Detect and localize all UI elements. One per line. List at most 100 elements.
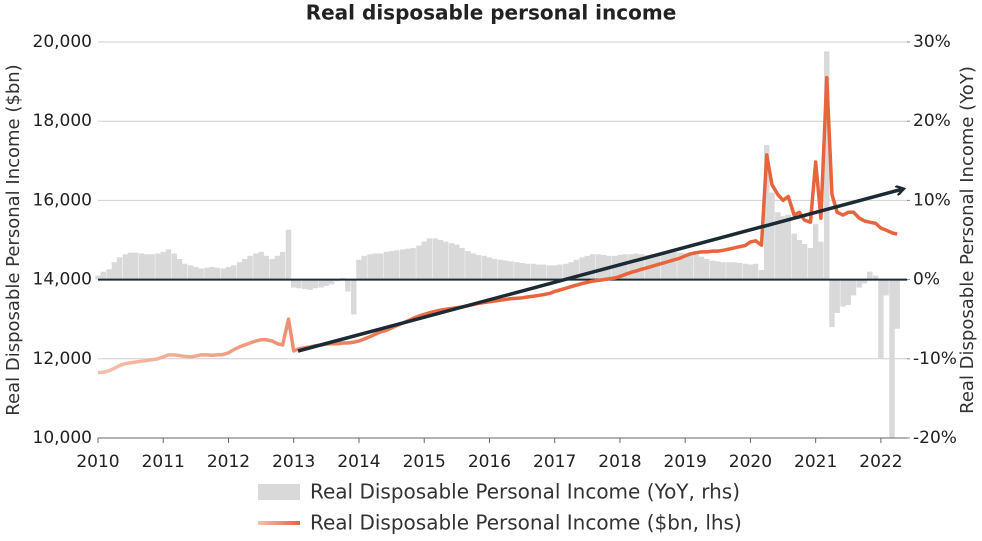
bar [720, 262, 726, 280]
bar [660, 252, 667, 280]
bar [127, 252, 134, 280]
y2-tick-label: -10% [913, 349, 957, 369]
x-tick-label: 2018 [598, 452, 641, 472]
bar [807, 247, 814, 280]
bar [638, 254, 645, 280]
bar [475, 255, 482, 280]
y-axis-label: Real Disposable Personal Income ($bn) [3, 64, 24, 415]
bar [546, 265, 553, 280]
bar [209, 266, 215, 280]
bar [302, 279, 308, 290]
legend-swatch [258, 521, 300, 525]
bar [247, 255, 253, 280]
bar [535, 264, 542, 280]
bar [731, 262, 737, 280]
x-tick-label: 2019 [664, 452, 707, 472]
bar [769, 192, 775, 280]
bar [165, 249, 172, 280]
bar [176, 259, 183, 280]
bar [514, 262, 520, 280]
bar [671, 251, 677, 280]
bar [388, 251, 395, 280]
bar [291, 279, 297, 288]
bar [285, 229, 292, 280]
bar [791, 233, 797, 280]
bar [160, 251, 166, 280]
bar [497, 259, 504, 280]
bar [557, 264, 563, 280]
bar [589, 254, 596, 280]
bar [122, 254, 129, 280]
bar [595, 254, 602, 280]
bar [361, 255, 367, 280]
bar [328, 279, 335, 285]
bar [655, 253, 661, 280]
bar [524, 263, 531, 280]
bar [883, 279, 889, 296]
bar [584, 255, 591, 280]
bar [100, 271, 106, 280]
bar [149, 254, 155, 280]
bar [563, 263, 569, 280]
bar [187, 265, 194, 280]
bar [443, 241, 449, 280]
bar [214, 267, 221, 280]
bar [106, 269, 112, 280]
bar [568, 262, 574, 280]
bar [633, 253, 639, 280]
bar [600, 255, 607, 280]
bar [421, 241, 427, 280]
bar [356, 259, 362, 280]
y-tick-label: 10,000 [33, 428, 92, 448]
bar [116, 257, 123, 280]
bar [253, 253, 259, 280]
bar [742, 263, 748, 280]
y2-axis-label: Real Disposable Personal Income (YoY) [957, 66, 978, 414]
bar [894, 279, 900, 329]
legend-swatch [258, 484, 300, 500]
bar [236, 262, 243, 280]
x-tick-label: 2017 [533, 452, 576, 472]
bar [470, 253, 476, 280]
bar [171, 253, 178, 280]
x-tick-label: 2022 [859, 452, 902, 472]
bar [573, 259, 579, 280]
bar [812, 224, 819, 280]
bar [193, 266, 199, 280]
bar [872, 275, 879, 280]
bar [345, 279, 351, 292]
bar [465, 251, 471, 280]
bar [551, 265, 558, 280]
bar [491, 259, 498, 280]
bar [155, 253, 161, 280]
bar [323, 279, 330, 286]
bar [850, 279, 857, 296]
bar [258, 251, 264, 280]
y-tick-label: 18,000 [33, 111, 92, 131]
bar [818, 241, 824, 280]
bar [736, 262, 743, 280]
bar [351, 279, 357, 315]
bar [845, 279, 852, 305]
x-tick-label: 2020 [729, 452, 772, 472]
bar [878, 279, 884, 359]
x-tick-label: 2021 [794, 452, 837, 472]
trend-arrow [297, 189, 903, 353]
y-tick-label: 12,000 [33, 349, 92, 369]
bar [775, 212, 781, 280]
x-tick-label: 2010 [76, 452, 119, 472]
bar [666, 251, 672, 280]
bar [454, 244, 460, 280]
x-tick-label: 2014 [337, 452, 380, 472]
y2-tick-label: 30% [913, 32, 951, 52]
legend-label: Real Disposable Personal Income (YoY, rh… [310, 480, 740, 504]
bar [486, 257, 493, 280]
bar [889, 279, 895, 438]
bar [432, 238, 439, 280]
bar [481, 255, 487, 280]
bar [747, 264, 754, 280]
bar [416, 245, 422, 280]
bar [230, 265, 237, 280]
bar [372, 253, 378, 280]
